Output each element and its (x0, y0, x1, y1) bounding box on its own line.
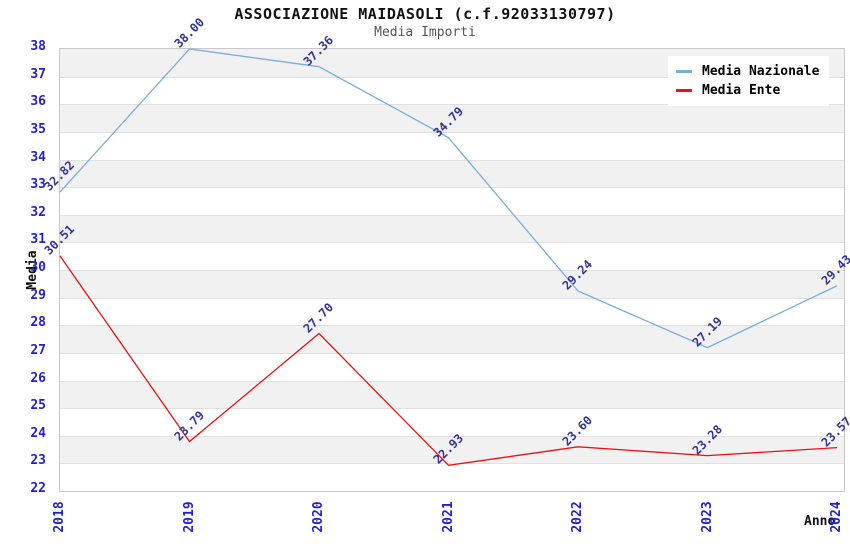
legend-item-media-ente: Media Ente (676, 81, 819, 100)
gridline (60, 270, 844, 271)
plot-band (60, 270, 844, 298)
plot-area (59, 48, 845, 492)
y-tick-label: 24 (30, 425, 46, 441)
plot-band (60, 159, 844, 188)
plot-band (60, 297, 844, 326)
series-lines (59, 48, 838, 466)
y-tick-label: 29 (30, 287, 46, 303)
plot-band (60, 380, 844, 409)
gridline (60, 159, 844, 161)
y-tick-label: 27 (30, 342, 46, 358)
plot-band (60, 352, 844, 381)
plot-band (60, 463, 844, 491)
gridline (60, 76, 844, 78)
plot-band (60, 131, 844, 160)
y-tick-label: 33 (30, 177, 46, 193)
x-tick-label: 2018 (52, 501, 67, 533)
media-nazionale-line (59, 48, 838, 349)
y-tick-label: 30 (30, 260, 46, 275)
legend: Media Nazionale Media Ente (668, 56, 830, 106)
x-tick-label: 2021 (440, 501, 456, 533)
plot-band (60, 408, 844, 436)
legend-label-media-nazionale: Media Nazionale (702, 64, 820, 79)
x-tick-label: 2024 (829, 501, 844, 533)
chart-title: ASSOCIAZIONE MAIDASOLI (c.f.92033130797) (234, 5, 616, 23)
gridline (60, 214, 844, 216)
y-tick-label: 35 (30, 121, 46, 137)
y-tick-label: 26 (30, 370, 46, 386)
gridline (60, 408, 844, 410)
gridline (60, 131, 844, 133)
gridline (60, 435, 844, 437)
gridline (60, 352, 844, 354)
chart-subtitle: Media Importi (374, 25, 476, 40)
gridline (60, 104, 844, 106)
y-tick-label: 34 (30, 149, 46, 165)
plot-band (60, 214, 844, 243)
y-tick-label: 23 (30, 453, 46, 469)
y-tick-label: 31 (30, 232, 46, 248)
y-tick-label: 22 (30, 481, 46, 496)
y-tick-label: 36 (30, 94, 46, 110)
x-tick-label: 2023 (699, 501, 715, 533)
gridline (60, 325, 844, 327)
x-tick-label: 2022 (570, 501, 585, 533)
x-tick-label: 2020 (311, 501, 326, 533)
y-tick-label: 37 (30, 66, 46, 82)
media-ente-line-swatch-icon (676, 89, 692, 92)
gridline (60, 242, 844, 244)
plot-band (60, 187, 844, 215)
x-axis-title: Anno (804, 514, 836, 529)
plot-band (60, 104, 844, 132)
y-tick-label: 32 (30, 204, 46, 220)
media-nazionale-line-swatch-icon (676, 70, 692, 73)
plot-band (60, 325, 844, 353)
legend-label-media-ente: Media Ente (702, 83, 781, 98)
plot-band (60, 242, 844, 270)
gridline (60, 463, 844, 465)
y-tick-label: 25 (30, 398, 46, 414)
gridline (60, 297, 844, 299)
gridline (60, 187, 844, 189)
gridline (60, 380, 844, 382)
legend-item-media-nazionale: Media Nazionale (676, 62, 819, 81)
y-tick-label: 38 (30, 39, 46, 54)
y-tick-label: 28 (30, 315, 46, 331)
media-ente-line (59, 255, 838, 466)
x-tick-label: 2019 (181, 501, 197, 533)
